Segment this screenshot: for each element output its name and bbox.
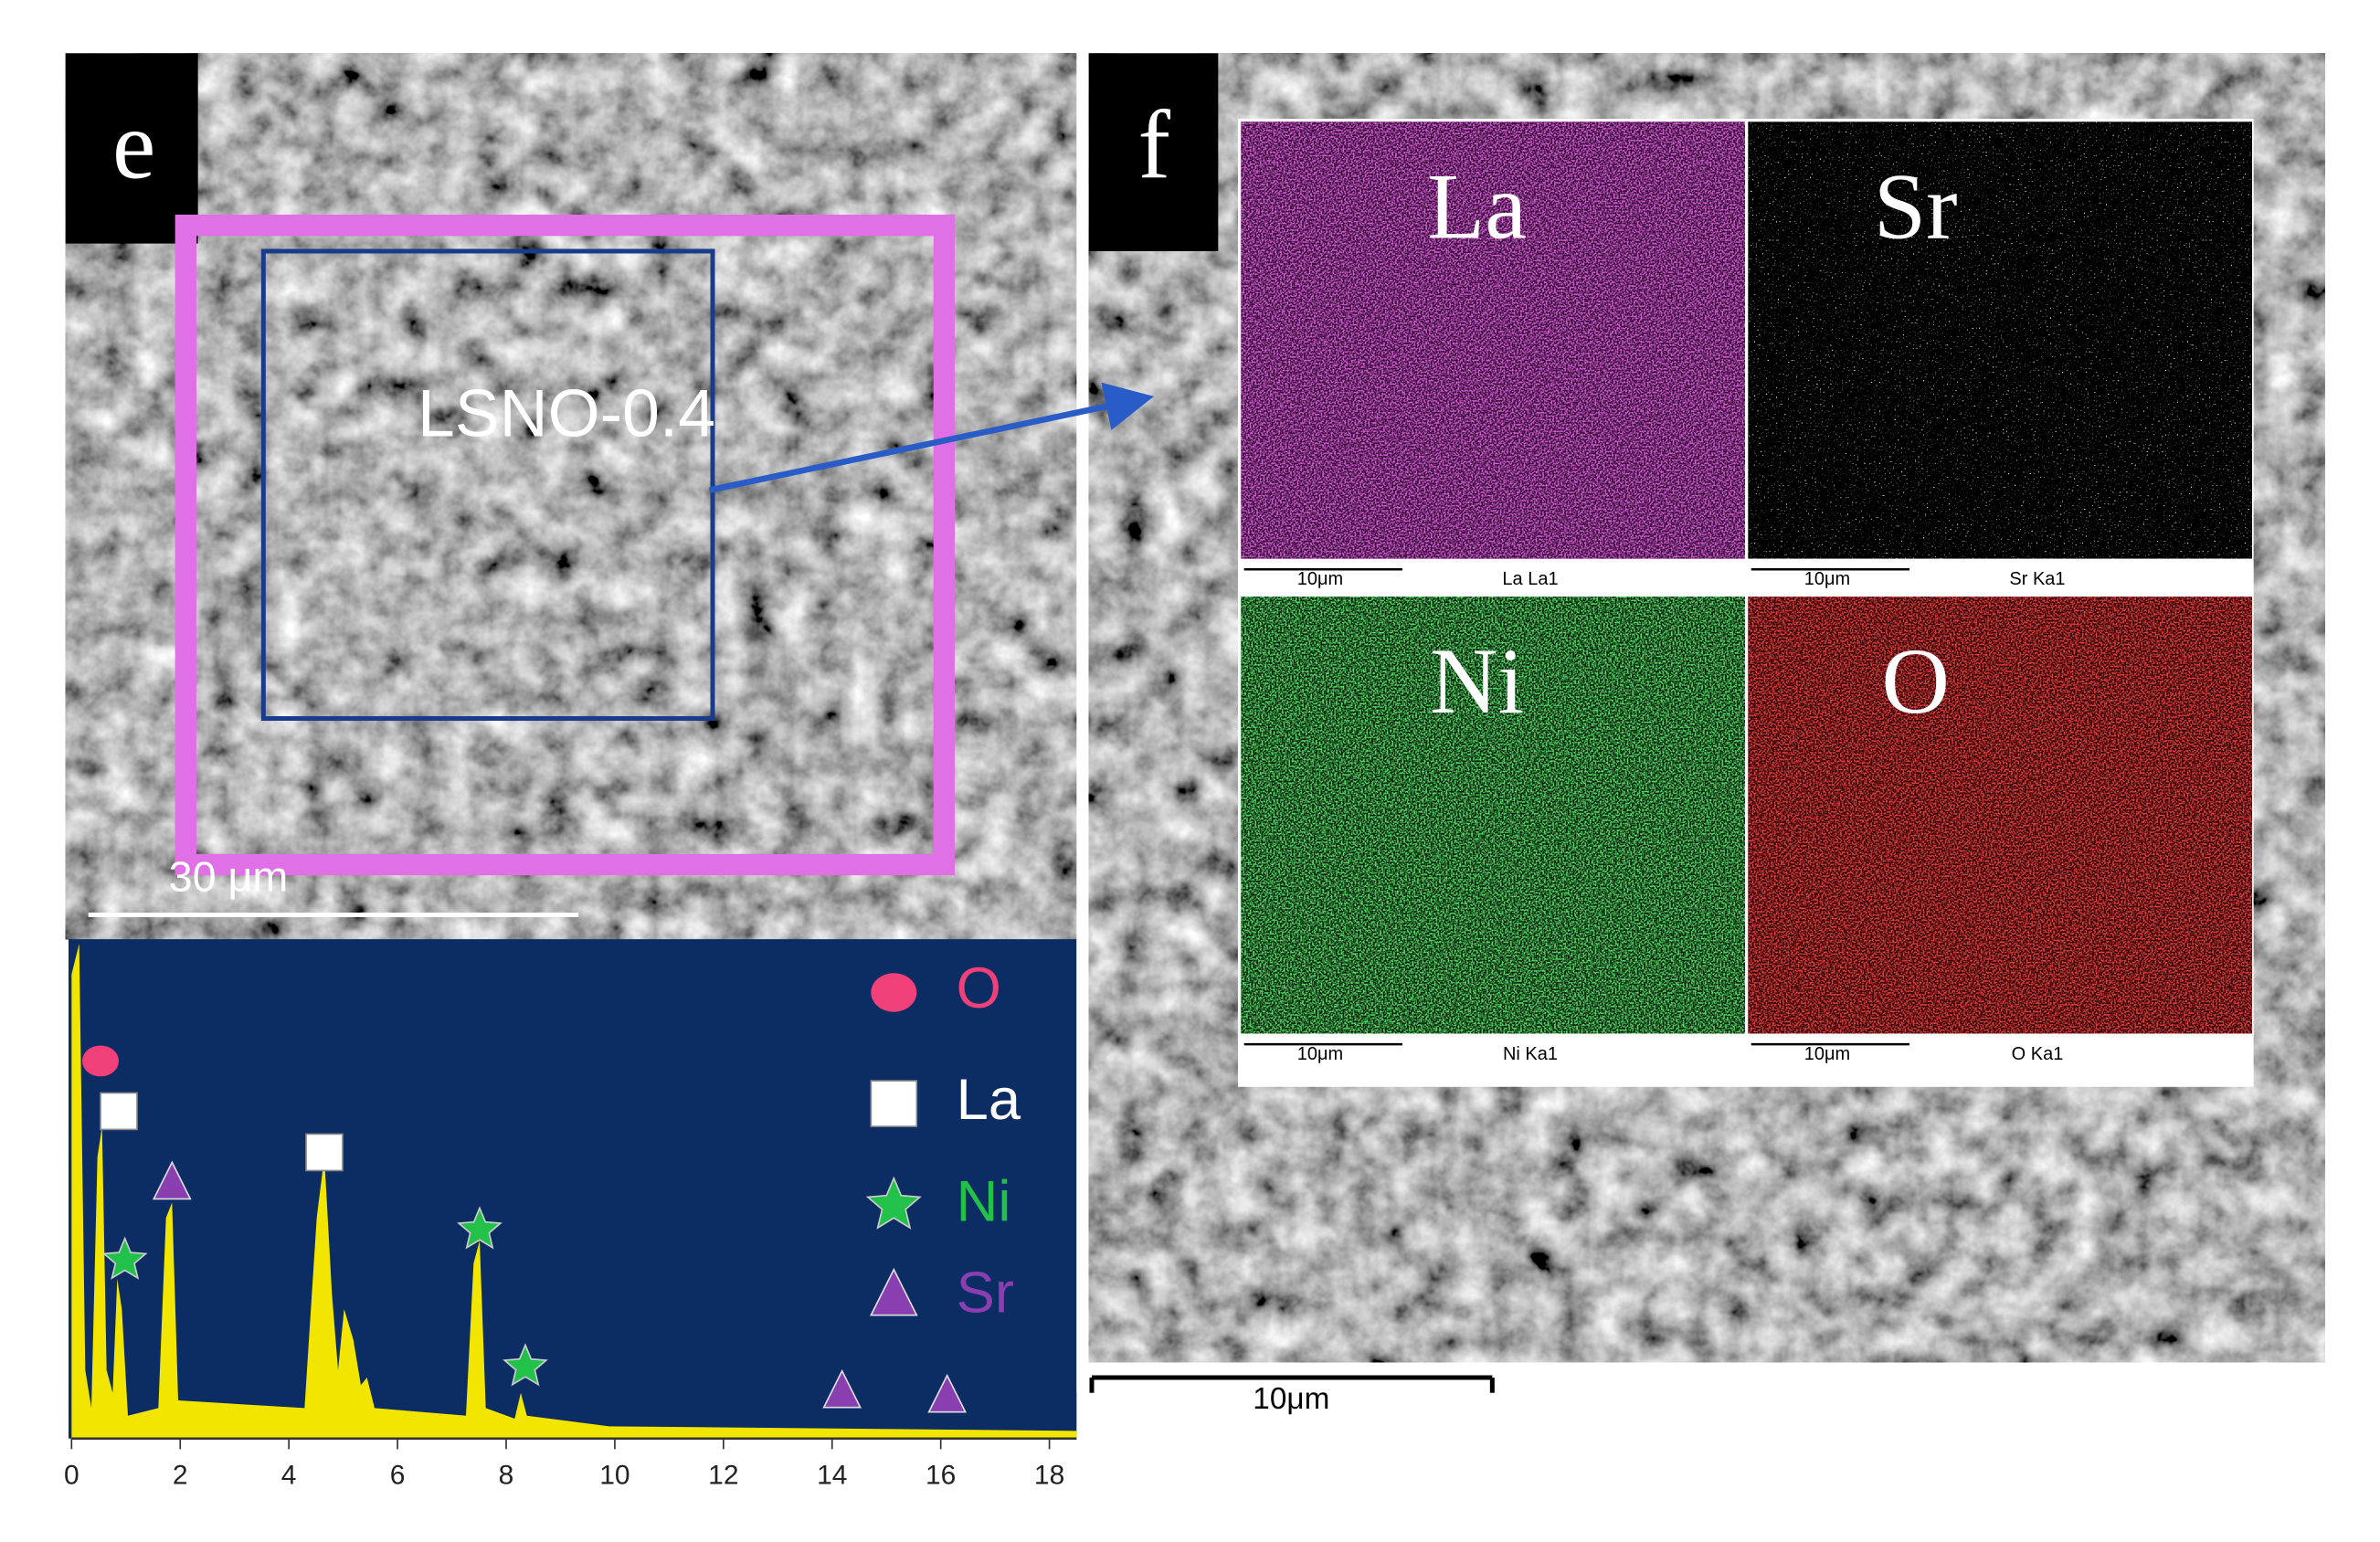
x-tick-label: 2 bbox=[173, 1460, 188, 1490]
map-line-label: La La1 bbox=[1502, 569, 1558, 589]
label-box bbox=[1088, 53, 1219, 251]
marker bbox=[869, 1267, 918, 1316]
marker bbox=[152, 1160, 192, 1200]
x-tick-label: 14 bbox=[817, 1460, 847, 1490]
marker bbox=[457, 1206, 502, 1250]
x-tick-label: 18 bbox=[1034, 1460, 1064, 1490]
x-tick-label: 0 bbox=[64, 1460, 79, 1490]
element-label: O bbox=[1881, 629, 1950, 734]
marker bbox=[502, 1343, 548, 1387]
marker bbox=[822, 1368, 862, 1409]
element-label: La bbox=[1427, 154, 1527, 259]
x-tick-label: 16 bbox=[926, 1460, 956, 1490]
divider bbox=[1076, 53, 1089, 1393]
spectrum-panel bbox=[69, 939, 1077, 1439]
x-tick-label: 8 bbox=[499, 1460, 514, 1490]
element-label: Ni bbox=[1430, 629, 1524, 734]
marker bbox=[927, 1373, 968, 1413]
map-signal bbox=[1748, 597, 2252, 1034]
legend-label: Ni bbox=[957, 1169, 1011, 1233]
selection-box bbox=[175, 214, 955, 876]
marker bbox=[865, 1176, 922, 1230]
eds-maps: La 10μm La La1 Sr 10μm Sr Ka1 Ni 10μm Ni Ka1 O 10μ… bbox=[1241, 121, 2252, 1064]
peak-markers bbox=[82, 1045, 968, 1413]
panel-label: e bbox=[112, 91, 155, 199]
scale-label: 30 μm bbox=[169, 852, 289, 900]
map-signal bbox=[1241, 597, 1745, 1034]
x-tick-label: 4 bbox=[281, 1460, 297, 1490]
x-tick-label: 12 bbox=[708, 1460, 738, 1490]
legend-label: La bbox=[957, 1068, 1021, 1132]
map-scale-label: 10μm bbox=[1804, 569, 1850, 589]
map-signal bbox=[1748, 121, 2252, 559]
marker bbox=[870, 1080, 918, 1127]
spectrum-curve bbox=[71, 944, 1077, 1439]
marker bbox=[871, 973, 917, 1012]
x-tick-label: 10 bbox=[599, 1460, 629, 1490]
marker bbox=[305, 1133, 344, 1172]
x-tick-label: 6 bbox=[390, 1460, 406, 1490]
marker bbox=[82, 1045, 119, 1077]
panel-label: f bbox=[1138, 91, 1171, 199]
legend-label: Sr bbox=[957, 1261, 1014, 1325]
scale-label: 10μm bbox=[1253, 1382, 1329, 1416]
map-line-label: Sr Ka1 bbox=[2009, 569, 2065, 589]
marker bbox=[100, 1092, 138, 1131]
legend-label: O bbox=[957, 956, 1001, 1020]
map-signal bbox=[1241, 121, 1745, 559]
map-scale-label: 10μm bbox=[1297, 1044, 1343, 1064]
legend: O La Ni Sr bbox=[865, 956, 1021, 1325]
map-scale-label: 10μm bbox=[1804, 1044, 1850, 1064]
map-line-label: Ni Ka1 bbox=[1503, 1044, 1558, 1064]
label-box bbox=[65, 53, 198, 244]
element-label: Sr bbox=[1874, 154, 1958, 259]
x-axis: 0 2 4 6 8 10 12 14 16 18 bbox=[64, 1437, 1077, 1490]
arrow bbox=[708, 382, 1155, 493]
sem-image bbox=[65, 53, 1077, 940]
map-scale-label: 10μm bbox=[1297, 569, 1343, 589]
region-box bbox=[260, 248, 715, 722]
marker bbox=[101, 1236, 148, 1280]
map-line-label: O Ka1 bbox=[2012, 1044, 2064, 1064]
sample-label: LSNO-0.4 bbox=[418, 376, 715, 451]
